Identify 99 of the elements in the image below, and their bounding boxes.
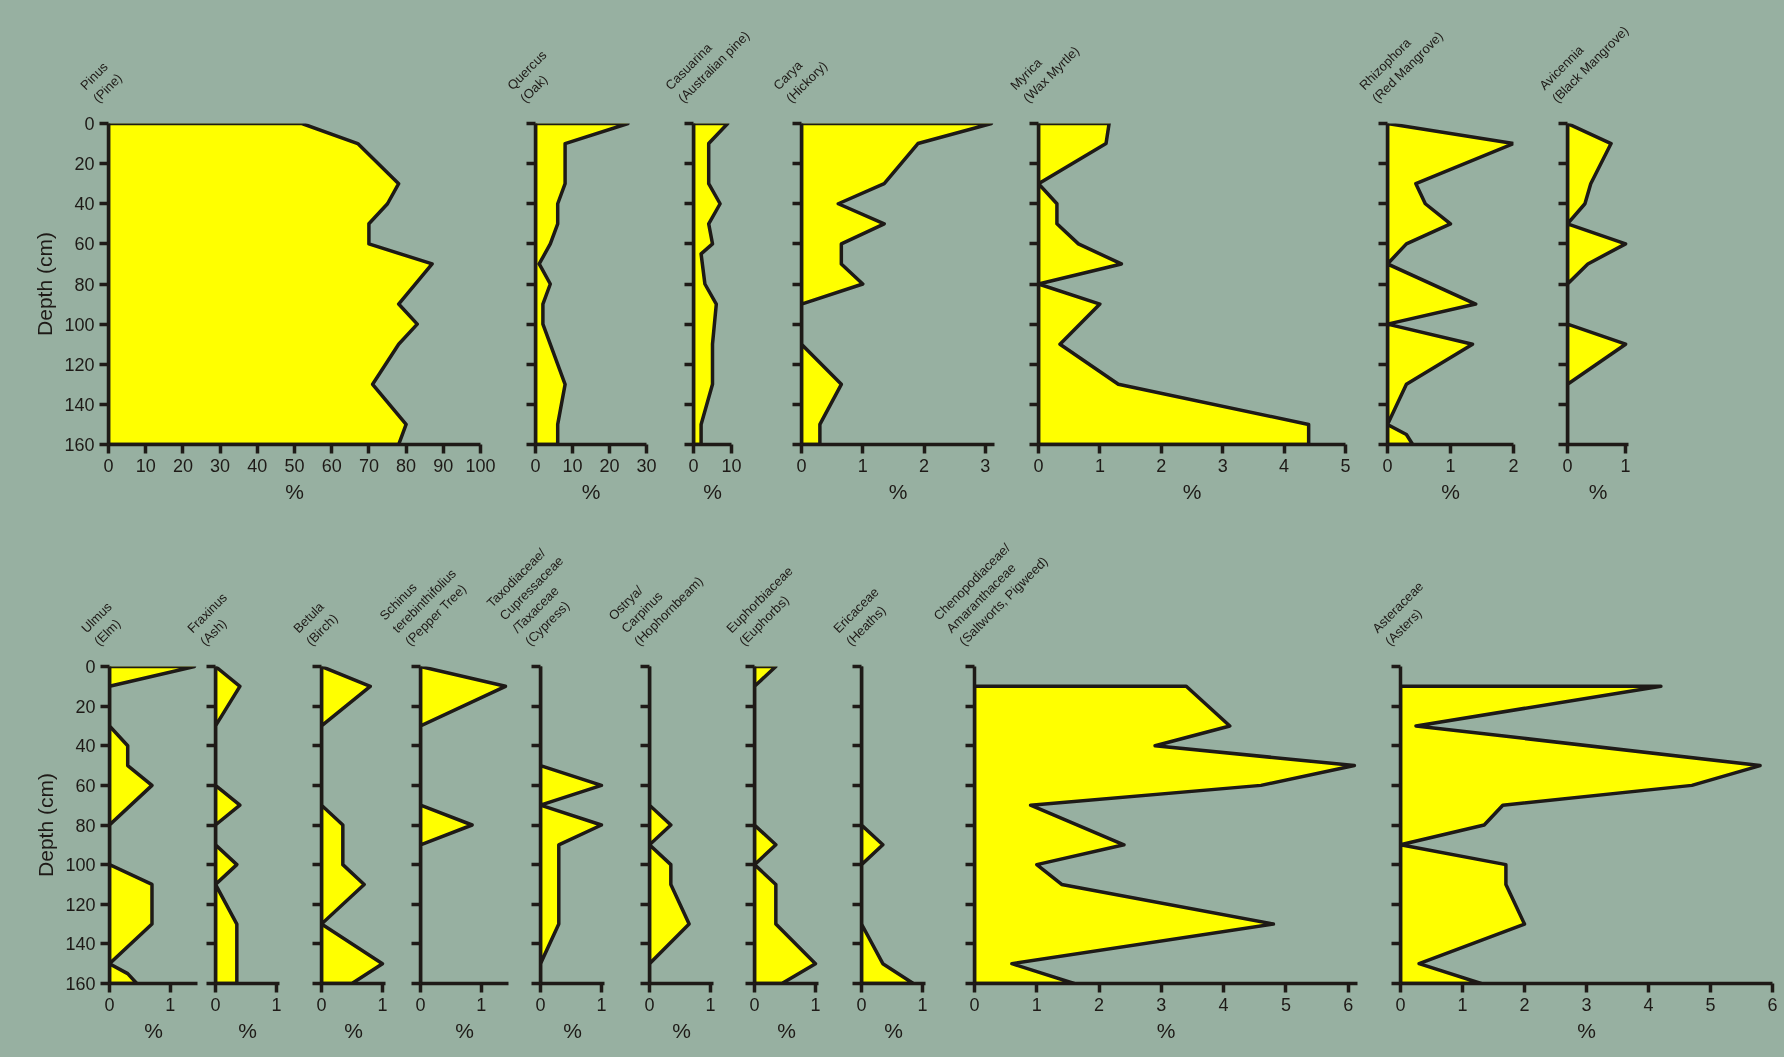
x-tick-label: 1 <box>810 994 821 1015</box>
x-tick-label: 1 <box>476 994 487 1015</box>
y-tick-label: 80 <box>74 274 95 295</box>
x-tick-label: 0 <box>316 994 327 1015</box>
y-axis-title: Depth (cm) <box>33 232 57 336</box>
x-tick-label: 2 <box>1508 455 1519 476</box>
y-tick-label: 160 <box>65 974 96 994</box>
y-tick-label: 140 <box>65 934 96 955</box>
x-axis-title: % <box>563 1018 582 1042</box>
x-tick-label: 20 <box>172 455 193 476</box>
y-tick-label: 120 <box>65 894 96 915</box>
x-tick-label: 3 <box>980 455 991 476</box>
x-tick-label: 0 <box>530 455 541 476</box>
x-tick-label: 0 <box>749 994 760 1015</box>
x-tick-label: 2 <box>1519 994 1530 1015</box>
y-tick-label: 140 <box>64 394 95 415</box>
y-tick-label: 20 <box>75 696 96 717</box>
x-axis-title: % <box>777 1018 796 1042</box>
x-axis-title: % <box>672 1018 691 1042</box>
x-tick-label: 3 <box>1217 455 1228 476</box>
x-tick-label: 1 <box>917 994 928 1015</box>
x-tick-label: 60 <box>321 455 342 476</box>
x-tick-label: 20 <box>599 455 620 476</box>
x-tick-label: 4 <box>1218 994 1229 1015</box>
y-tick-label: 0 <box>85 657 96 677</box>
y-tick-label: 0 <box>84 114 95 134</box>
y-axis-title: Depth (cm) <box>34 773 58 877</box>
x-tick-label: 1 <box>1031 994 1042 1015</box>
x-tick-label: 0 <box>1382 455 1393 476</box>
x-tick-label: 0 <box>688 455 699 476</box>
x-tick-label: 0 <box>856 994 867 1015</box>
x-tick-label: 1 <box>271 994 282 1015</box>
x-tick-label: 1 <box>705 994 716 1015</box>
x-tick-label: 30 <box>636 455 657 476</box>
x-axis-title: % <box>888 479 908 503</box>
x-axis-title: % <box>1182 479 1202 503</box>
y-tick-label: 160 <box>64 435 95 455</box>
x-axis-title: % <box>344 1018 363 1042</box>
x-tick-label: 0 <box>796 455 807 476</box>
x-tick-label: 0 <box>103 455 114 476</box>
y-tick-label: 100 <box>64 314 95 335</box>
x-tick-label: 40 <box>247 455 268 476</box>
x-tick-label: 0 <box>415 994 426 1015</box>
x-tick-label: 5 <box>1705 994 1716 1015</box>
x-tick-label: 10 <box>135 455 156 476</box>
x-axis-title: % <box>581 479 601 503</box>
x-tick-label: 4 <box>1643 994 1654 1015</box>
x-tick-label: 1 <box>1457 994 1468 1015</box>
x-axis-title: % <box>285 479 304 503</box>
x-axis-title: % <box>144 1018 163 1042</box>
y-tick-label: 60 <box>74 234 95 255</box>
x-tick-label: 80 <box>396 455 417 476</box>
x-axis-title: % <box>1577 1018 1596 1042</box>
x-tick-label: 100 <box>465 455 496 476</box>
x-tick-label: 1 <box>377 994 388 1015</box>
x-tick-label: 2 <box>1156 455 1167 476</box>
y-tick-label: 40 <box>74 194 95 215</box>
x-tick-label: 2 <box>919 455 930 476</box>
x-axis-title: % <box>1156 1018 1176 1042</box>
x-tick-label: 0 <box>969 994 980 1015</box>
y-tick-label: 20 <box>74 154 95 175</box>
x-axis-title: % <box>1441 479 1460 503</box>
x-tick-label: 1 <box>857 455 868 476</box>
x-tick-label: 70 <box>358 455 379 476</box>
x-tick-label: 90 <box>433 455 454 476</box>
x-axis-title: % <box>238 1018 257 1042</box>
x-tick-label: 5 <box>1280 994 1291 1015</box>
x-tick-label: 0 <box>644 994 655 1015</box>
x-tick-label: 6 <box>1767 994 1778 1015</box>
x-tick-label: 2 <box>1094 994 1105 1015</box>
x-tick-label: 0 <box>104 994 115 1015</box>
x-tick-label: 3 <box>1156 994 1167 1015</box>
x-tick-label: 3 <box>1581 994 1592 1015</box>
x-tick-label: 5 <box>1340 455 1351 476</box>
x-tick-label: 6 <box>1343 994 1354 1015</box>
y-tick-label: 60 <box>75 775 96 796</box>
x-axis-title: % <box>884 1018 903 1042</box>
x-tick-label: 10 <box>721 455 742 476</box>
x-tick-label: 30 <box>210 455 231 476</box>
x-tick-label: 0 <box>1562 455 1573 476</box>
x-tick-label: 10 <box>562 455 583 476</box>
x-tick-label: 1 <box>165 994 176 1015</box>
x-tick-label: 1 <box>596 994 607 1015</box>
x-tick-label: 4 <box>1279 455 1290 476</box>
x-tick-label: 50 <box>284 455 305 476</box>
x-tick-label: 1 <box>1094 455 1105 476</box>
x-tick-label: 0 <box>535 994 546 1015</box>
x-axis-title: % <box>1588 479 1608 503</box>
x-tick-label: 0 <box>1395 994 1406 1015</box>
x-axis-title: % <box>455 1018 474 1042</box>
x-tick-label: 0 <box>210 994 221 1015</box>
x-tick-label: 0 <box>1033 455 1044 476</box>
y-tick-label: 80 <box>75 815 96 836</box>
x-tick-label: 1 <box>1620 455 1631 476</box>
y-tick-label: 40 <box>75 736 96 757</box>
y-tick-label: 120 <box>64 354 95 375</box>
x-tick-label: 1 <box>1445 455 1456 476</box>
y-tick-label: 100 <box>65 855 96 876</box>
x-axis-title: % <box>703 479 722 503</box>
